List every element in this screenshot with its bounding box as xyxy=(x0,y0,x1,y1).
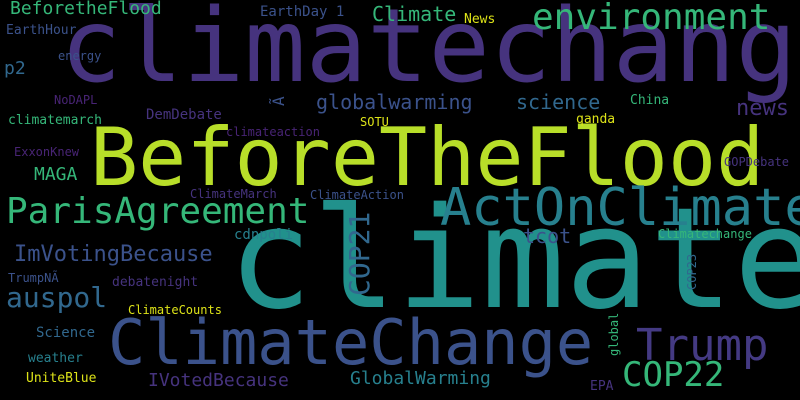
word-tcot: tcot xyxy=(523,224,572,248)
word-environment: environment xyxy=(532,0,771,38)
word-demdebate: DemDebate xyxy=(146,107,222,123)
word-gopdebate: GOPDebate xyxy=(724,155,790,169)
word-climatemarch: climatemarch xyxy=(8,113,102,128)
word-earthday: EarthDay 1 xyxy=(260,4,345,20)
word-weather: weather xyxy=(28,351,83,366)
word-cop23: COP23 xyxy=(685,253,699,290)
word-ivotedbecause: IVotedBecause xyxy=(148,370,289,391)
word-energy: energy xyxy=(58,49,102,63)
word-exxonknew: ExxonKnew xyxy=(14,145,80,159)
word-cdnpoli: cdnpoli xyxy=(234,227,294,243)
word-qanda: qanda xyxy=(576,112,616,127)
word-uniteblue: UniteBlue xyxy=(26,371,97,386)
word-parisagreement: ParisAgreement xyxy=(6,191,310,232)
word-global: global xyxy=(607,312,621,356)
word-globalwarming: globalwarming xyxy=(316,90,473,114)
word-climatechange: climatechange xyxy=(60,0,800,106)
word-maga: MAGA xyxy=(34,164,78,185)
word-trumpn: TrumpNÃ xyxy=(8,271,59,285)
word-epa: EPA xyxy=(590,379,614,394)
word-cop22: COP22 xyxy=(622,355,725,395)
word-actonclimate: ActOnClimate xyxy=(440,178,800,238)
word-earthhour: EarthHour xyxy=(6,23,77,38)
word-nodapl: NoDAPL xyxy=(54,93,98,107)
word-cop21: COP21 xyxy=(343,211,376,296)
word-climate: climate xyxy=(228,178,800,341)
word-climatechange-capitalized: ClimateChange xyxy=(108,306,594,379)
word-science-capitalized: Science xyxy=(36,325,96,341)
word-climatechange-title: Climatechange xyxy=(658,227,752,241)
word-a-glyph: Ã xyxy=(269,96,288,106)
word-globalwarming-capitalized: GlobalWarming xyxy=(350,368,491,389)
word-climateaction-capitalized: ClimateAction xyxy=(310,188,404,202)
word-trump: Trump xyxy=(636,320,769,371)
word-news: news xyxy=(736,96,789,121)
word-imvotingbecause: ImVotingBecause xyxy=(14,242,213,267)
word-p2: p2 xyxy=(4,58,26,79)
word-climateaction: climateaction xyxy=(226,125,320,139)
word-beforetheflood-small: BeforetheFlood xyxy=(10,0,162,19)
word-climatecounts: ClimateCounts xyxy=(128,303,222,317)
word-debatenight: debatenight xyxy=(112,275,199,290)
word-climatemarch-capitalized: ClimateMarch xyxy=(190,187,277,201)
word-sotu: SOTU xyxy=(360,115,389,129)
word-auspol: auspol xyxy=(6,281,108,314)
word-beforetheflood-large: BeforeTheFlood xyxy=(90,111,765,204)
word-climate-capitalized: Climate xyxy=(372,2,457,26)
word-china: China xyxy=(630,93,670,108)
word-news-capitalized: News xyxy=(464,12,496,27)
word-science: science xyxy=(516,90,601,114)
